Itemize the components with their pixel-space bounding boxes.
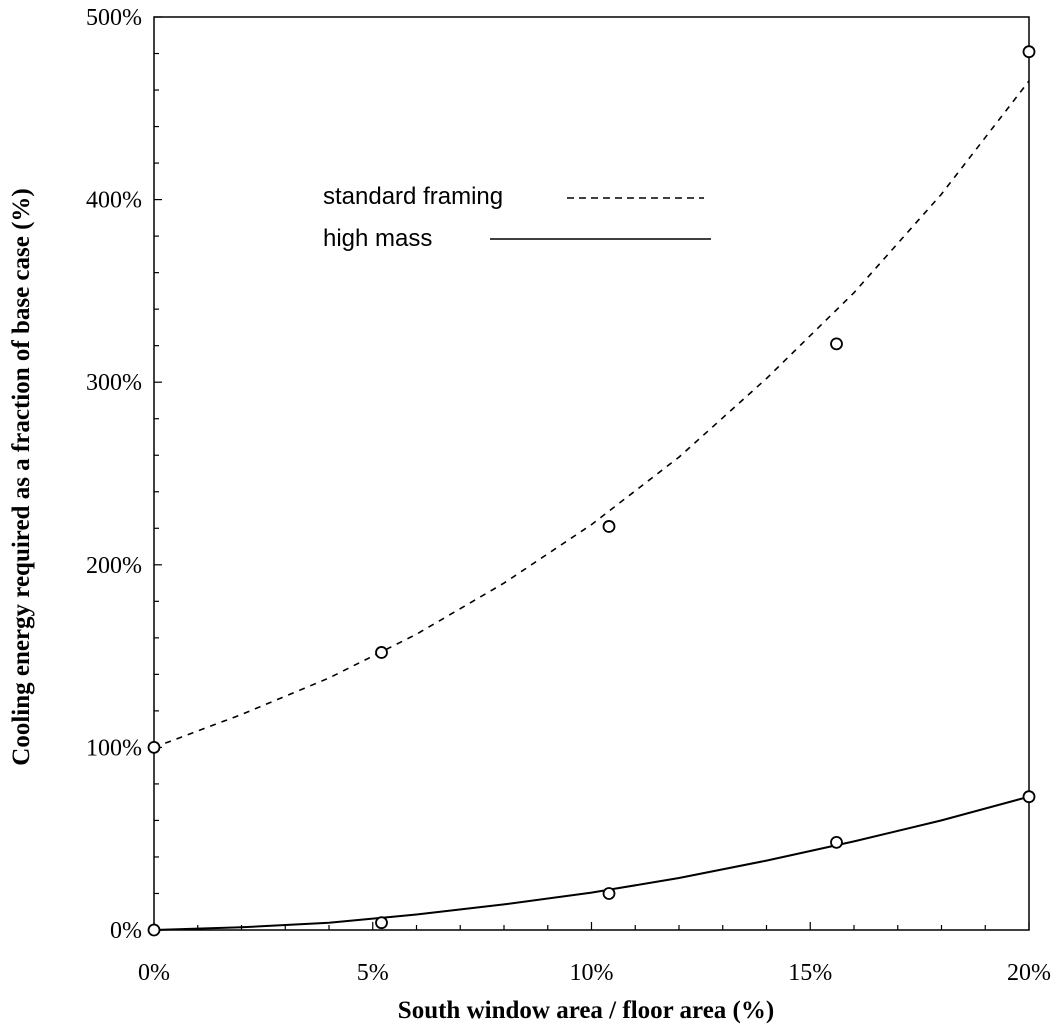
data-point-series-0 — [1022, 45, 1036, 59]
data-point-series-1 — [1022, 790, 1036, 804]
trend-lines — [153, 80, 1030, 931]
y-tick-label: 500% — [86, 5, 142, 31]
x-tick-label: 10% — [570, 960, 614, 986]
data-points — [147, 45, 1036, 937]
x-tick-label: 15% — [788, 960, 832, 986]
y-tick-label: 300% — [86, 370, 142, 396]
x-tick-label: 0% — [138, 960, 170, 986]
series-line-0 — [153, 80, 1030, 749]
y-tick-label: 100% — [86, 735, 142, 761]
x-tick-label: 20% — [1007, 960, 1051, 986]
data-point-series-1 — [602, 887, 616, 900]
data-point-series-0 — [375, 646, 388, 659]
plot-area-frame — [153, 16, 1030, 931]
y-tick-label: 400% — [86, 188, 142, 214]
x-axis-ticks: 0% 5% 10% 15% 20% — [138, 922, 1051, 986]
legend-label-high-mass: high mass — [323, 225, 432, 252]
data-point-series-0 — [602, 520, 616, 533]
data-point-series-1 — [375, 916, 388, 930]
legend-label-standard-framing: standard framing — [323, 183, 503, 210]
data-point-series-1 — [830, 835, 843, 849]
y-tick-label: 0% — [110, 918, 142, 944]
y-axis-ticks: 0% 100% 200% 300% 400% 500% — [86, 5, 162, 944]
x-tick-label: 5% — [357, 960, 389, 986]
x-axis-title: South window area / floor area (%) — [398, 997, 774, 1024]
y-tick-label: 200% — [86, 553, 142, 579]
legend: standard framing high mass — [323, 183, 711, 252]
data-point-series-1 — [147, 923, 161, 937]
data-point-series-0 — [830, 337, 843, 351]
y-axis-title: Cooling energy required as a fraction of… — [8, 188, 35, 765]
series-line-1 — [153, 795, 1030, 931]
data-point-series-0 — [147, 741, 161, 754]
